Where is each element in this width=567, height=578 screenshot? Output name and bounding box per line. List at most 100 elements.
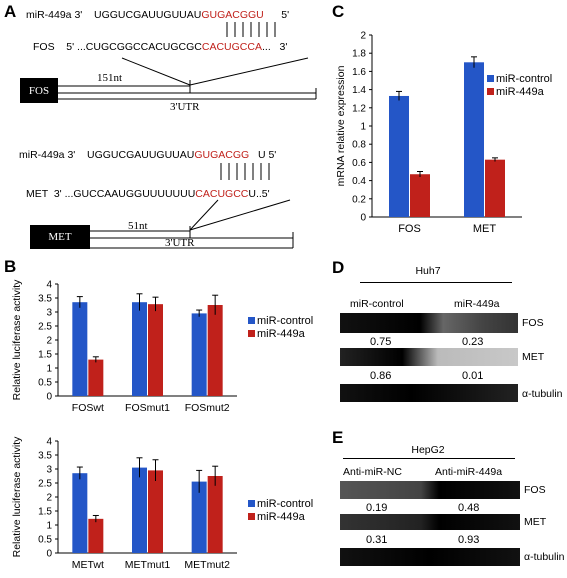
luciferase-chart-fos: 0 0.5 1 1.5 2 2.5 3 3.5 4 Relative luciferase act…	[11, 279, 313, 414]
bar-mir-control	[191, 313, 207, 396]
header-rule	[343, 458, 515, 459]
pairing-lines	[58, 22, 317, 100]
bar-mir-control	[389, 95, 409, 217]
y-tick-label: 1	[46, 521, 52, 532]
value: 0.86	[370, 370, 392, 382]
legend-swatch	[248, 500, 255, 507]
lane-label-1: miR-control	[350, 298, 404, 310]
bar-mir-control	[464, 62, 484, 217]
y-tick-label: 2	[360, 31, 366, 42]
bar-mir-449a	[410, 174, 430, 217]
y-tick-label: 0.8	[352, 140, 366, 151]
value: 0.48	[458, 502, 480, 514]
category-label: MET	[473, 223, 497, 235]
target-sequence: MET 3' ...GUCCAAUGGUUUUUUUCACUGCCU..5'	[26, 188, 270, 200]
y-tick-label: 1.5	[38, 507, 52, 518]
value: 0.75	[370, 336, 392, 348]
legend-swatch	[487, 75, 494, 82]
y-tick-label: 3	[46, 465, 52, 476]
category-label: METwt	[72, 559, 104, 571]
bar-mir-control	[72, 302, 88, 396]
y-tick-label: 3.5	[38, 451, 52, 462]
y-tick-label: 2	[46, 493, 52, 504]
gene-box-fos: FOS	[20, 78, 58, 103]
distance-label: 151nt	[97, 72, 123, 84]
band-fos	[340, 313, 518, 333]
bar-mir-control	[132, 302, 147, 396]
cell-line-title: Huh7	[415, 265, 441, 277]
bar-mir-449a	[485, 159, 505, 217]
band-tubulin	[340, 384, 518, 402]
legend-label: miR-449a	[257, 328, 306, 340]
y-tick-label: 4	[46, 280, 52, 291]
row-label-fos: FOS	[524, 484, 546, 496]
panel-label-d: D	[332, 258, 345, 277]
utr-label: 3'UTR	[165, 237, 195, 249]
panel-label-b: B	[4, 257, 17, 276]
distance-label: 51nt	[128, 220, 148, 232]
row-label-fos: FOS	[522, 317, 544, 329]
y-tick-label: 2.5	[38, 322, 52, 333]
bar-mir-449a	[148, 470, 163, 553]
panel-label-c: C	[332, 2, 345, 21]
y-tick-label: 2.5	[38, 479, 52, 490]
y-tick-label: 4	[46, 437, 52, 448]
gene-box-met: MET	[30, 225, 90, 249]
bar-mir-control	[191, 481, 207, 553]
y-tick-label: 1.6	[352, 67, 366, 78]
y-axis-label: mRNA relative expression	[335, 65, 347, 186]
category-label: FOSmut2	[185, 402, 230, 414]
row-label-met: MET	[524, 516, 547, 528]
bar-mir-449a	[207, 305, 223, 396]
category-label: FOSwt	[72, 402, 104, 414]
y-tick-label: 0	[46, 392, 52, 403]
mirna-sequence: miR-449a 3' UGGUCGAUUGUUAUGUGACGGU 5'	[26, 9, 290, 21]
value: 0.01	[462, 370, 484, 382]
legend-label: miR-control	[257, 315, 313, 327]
legend-label: miR-control	[257, 498, 313, 510]
y-tick-label: 3.5	[38, 294, 52, 305]
category-label: METmut2	[184, 559, 230, 571]
value: 0.31	[366, 534, 388, 546]
row-label-tubulin: α-tubulin	[524, 551, 565, 563]
cell-line-title: HepG2	[411, 444, 445, 456]
legend-swatch	[248, 330, 255, 337]
value: 0.93	[458, 534, 480, 546]
legend-label: miR-control	[496, 73, 552, 85]
bar-mir-449a	[88, 518, 104, 553]
lane-label-2: miR-449a	[454, 298, 500, 310]
row-label-met: MET	[522, 351, 545, 363]
lane-label-1: Anti-miR-NC	[343, 466, 402, 478]
header-rule	[360, 282, 512, 283]
value: 0.23	[462, 336, 484, 348]
utr-label: 3'UTR	[170, 101, 200, 113]
target-sequence: FOS 5' ...CUGCGGCCACUGCGCCACUGCCA... 3'	[33, 41, 288, 53]
band-fos	[340, 481, 520, 499]
bar-mir-control	[132, 467, 147, 553]
legend-label: miR-449a	[496, 86, 545, 98]
y-tick-label: 1.5	[38, 350, 52, 361]
mirna-sequence: miR-449a 3' UGGUCGAUUGUUAUGUGACGG U 5'	[19, 149, 277, 161]
luciferase-chart-met: 0 0.5 1 1.5 2 2.5 3 3.5 4 Relative luciferase act…	[11, 436, 313, 571]
bar-mir-control	[72, 473, 88, 553]
panel-label-a: A	[4, 2, 17, 21]
bar-mir-449a	[148, 304, 163, 396]
lane-label-2: Anti-miR-449a	[435, 466, 503, 478]
category-label: FOS	[398, 223, 421, 235]
y-tick-label: 1	[46, 364, 52, 375]
category-label: METmut1	[125, 559, 171, 571]
y-axis-label: Relative luciferase activity	[11, 279, 23, 401]
y-tick-label: 1.2	[352, 103, 366, 114]
panel-label-e: E	[332, 428, 344, 447]
y-tick-label: 0.5	[38, 378, 52, 389]
y-tick-label: 0.2	[352, 194, 366, 205]
y-tick-label: 2	[46, 336, 52, 347]
y-tick-label: 0	[360, 213, 366, 224]
legend-swatch	[248, 513, 255, 520]
category-label: FOSmut1	[125, 402, 170, 414]
band-met	[340, 348, 518, 366]
y-tick-label: 1	[360, 122, 366, 133]
bar-mir-449a	[207, 476, 223, 553]
value: 0.19	[366, 502, 388, 514]
y-tick-label: 3	[46, 308, 52, 319]
